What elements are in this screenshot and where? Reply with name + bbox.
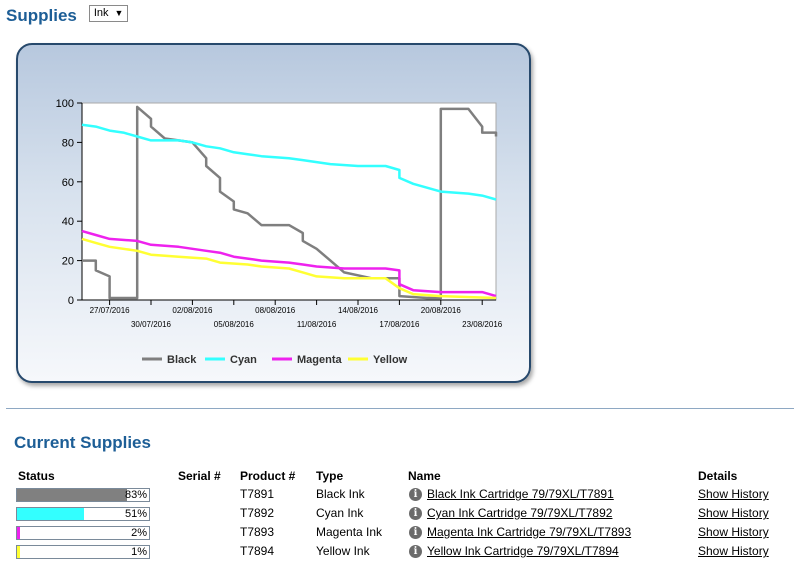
series-line-black <box>82 105 498 300</box>
x-tick-label: 08/08/2016 <box>255 306 296 315</box>
legend-label-yellow: Yellow <box>373 354 408 366</box>
show-history-link[interactable]: Show History <box>698 506 769 520</box>
y-tick-label: 40 <box>62 216 74 228</box>
show-history-link[interactable]: Show History <box>698 544 769 558</box>
ink-level-chart: 0 20 40 60 80 100 27/07/2016 02/08/2016 08/08/20… <box>56 98 503 366</box>
chevron-down-icon: ▼ <box>114 8 124 18</box>
ink-level-percent: 1% <box>131 546 147 558</box>
show-history-link[interactable]: Show History <box>698 487 769 501</box>
x-tick-label: 20/08/2016 <box>421 306 462 315</box>
info-icon[interactable]: i <box>409 488 422 501</box>
ink-level-fill <box>17 527 20 539</box>
ink-level-fill <box>17 489 127 501</box>
ink-level-percent: 83% <box>124 489 147 501</box>
section-divider <box>6 408 794 409</box>
current-supplies-title: Current Supplies <box>14 433 151 452</box>
product-header: Product # <box>240 469 296 483</box>
info-icon[interactable]: i <box>409 507 422 520</box>
cartridge-name-link[interactable]: Cyan Ink Cartridge 79/79XL/T7892 <box>427 506 613 520</box>
y-tick-label: 100 <box>56 98 74 110</box>
ink-level-percent: 2% <box>131 527 147 539</box>
type-cell: Magenta Ink <box>316 525 383 539</box>
cartridge-name-link[interactable]: Yellow Ink Cartridge 79/79XL/T7894 <box>427 544 619 558</box>
supply-type-select[interactable]: Ink ▼ <box>88 4 129 22</box>
supplies-title: Supplies <box>6 6 77 25</box>
x-tick-label: 05/08/2016 <box>214 320 255 329</box>
supply-type-selected: Ink <box>93 7 109 19</box>
type-cell: Yellow Ink <box>316 544 370 558</box>
type-header: Type <box>316 469 344 483</box>
x-tick-label: 02/08/2016 <box>172 306 213 315</box>
info-icon[interactable]: i <box>409 526 422 539</box>
ink-level-bar: 2% <box>16 526 150 540</box>
x-tick-label: 11/08/2016 <box>297 320 337 329</box>
y-tick-label: 80 <box>62 137 74 149</box>
series-line-cyan <box>81 123 497 201</box>
product-cell: T7892 <box>240 506 275 520</box>
ink-level-bar: 83% <box>16 488 150 502</box>
ink-level-fill <box>17 508 85 520</box>
legend-label-black: Black <box>167 354 197 366</box>
x-tick-label: 23/08/2016 <box>462 320 503 329</box>
name-header: Name <box>408 469 441 483</box>
ink-level-bar: 1% <box>16 545 150 559</box>
info-icon[interactable]: i <box>409 545 422 558</box>
show-history-link[interactable]: Show History <box>698 525 769 539</box>
x-tick-label: 30/07/2016 <box>131 320 172 329</box>
cartridge-name-link[interactable]: Magenta Ink Cartridge 79/79XL/T7893 <box>427 525 632 539</box>
ink-level-bar: 51% <box>16 507 150 521</box>
y-tick-label: 60 <box>62 177 74 189</box>
type-cell: Black Ink <box>316 487 365 501</box>
y-tick-label: 0 <box>68 295 74 307</box>
plot-area <box>81 102 497 301</box>
details-header: Details <box>698 469 738 483</box>
legend-label-magenta: Magenta <box>297 354 343 366</box>
serial-header: Serial # <box>178 469 221 483</box>
status-header: Status <box>18 469 55 483</box>
y-tick-label: 20 <box>62 256 74 268</box>
x-tick-label: 14/08/2016 <box>338 306 379 315</box>
x-tick-label: 17/08/2016 <box>379 320 420 329</box>
cartridge-name-link[interactable]: Black Ink Cartridge 79/79XL/T7891 <box>427 487 614 501</box>
series-line-yellow <box>81 237 497 300</box>
x-tick-label: 27/07/2016 <box>90 306 131 315</box>
product-cell: T7894 <box>240 544 275 558</box>
type-cell: Cyan Ink <box>316 506 364 520</box>
series-line-magenta <box>81 229 497 298</box>
product-cell: T7893 <box>240 525 275 539</box>
ink-level-percent: 51% <box>124 508 147 520</box>
supplies-header: Supplies Ink ▼ <box>6 4 129 26</box>
product-cell: T7891 <box>240 487 275 501</box>
ink-level-chart-panel: 0 20 40 60 80 100 27/07/2016 02/08/2016 08/08/20… <box>16 43 531 383</box>
ink-level-fill <box>17 546 20 558</box>
legend-label-cyan: Cyan <box>230 354 257 366</box>
